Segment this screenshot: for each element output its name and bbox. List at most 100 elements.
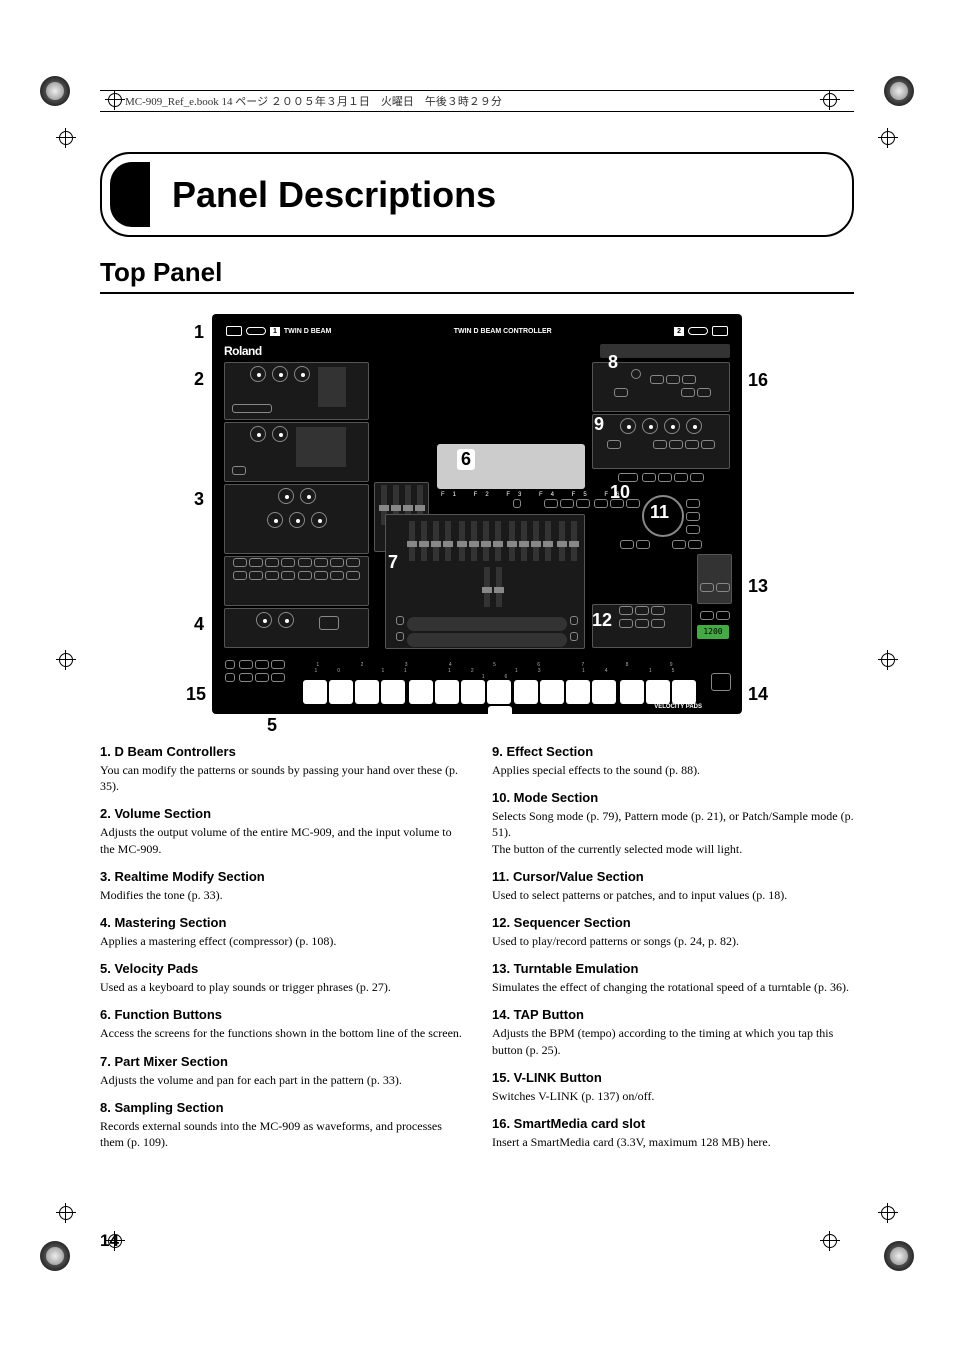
callout-13: 13 bbox=[748, 576, 768, 597]
item-title: 8. Sampling Section bbox=[100, 1100, 462, 1115]
item-title: 3. Realtime Modify Section bbox=[100, 869, 462, 884]
description-item: 10. Mode SectionSelects Song mode (p. 79… bbox=[492, 790, 854, 857]
top-panel-diagram: 1 TWIN D BEAM TWIN D BEAM CONTROLLER 2 R… bbox=[212, 314, 742, 714]
item-body: Used to play/record patterns or songs (p… bbox=[492, 933, 854, 949]
mastering-section bbox=[224, 608, 369, 648]
beam-icon bbox=[226, 326, 242, 336]
tap-button bbox=[710, 672, 732, 694]
description-item: 7. Part Mixer Section Adjusts the volume … bbox=[100, 1054, 462, 1088]
effect-section bbox=[592, 414, 730, 469]
crosshair-icon bbox=[878, 128, 898, 148]
twin-d-beam-label: TWIN D BEAM CONTROLLER bbox=[454, 328, 552, 335]
crosshair-icon bbox=[878, 1203, 898, 1223]
velocity-pads-label: VELOCITY PADS bbox=[654, 704, 702, 710]
item-title: 6. Function Buttons bbox=[100, 1007, 462, 1022]
callout-9: 9 bbox=[594, 414, 604, 435]
callout-8: 8 bbox=[608, 352, 618, 373]
title-decoration bbox=[110, 162, 150, 227]
description-item: 4. Mastering Section Applies a mastering … bbox=[100, 915, 462, 949]
item-body: Records external sounds into the MC-909 … bbox=[100, 1118, 462, 1150]
brand-logo: Roland bbox=[224, 344, 262, 358]
item-body: Used to select patterns or patches, and … bbox=[492, 887, 854, 903]
callout-7: 7 bbox=[388, 552, 398, 573]
book-header: MC-909_Ref_e.book 14 ページ ２００５年３月１日 火曜日 午… bbox=[100, 90, 854, 112]
callout-5: 5 bbox=[267, 715, 277, 736]
callout-4: 4 bbox=[194, 614, 204, 635]
callout-16: 16 bbox=[748, 370, 768, 391]
crosshair-icon bbox=[878, 650, 898, 670]
item-body: Modifies the tone (p. 33). bbox=[100, 887, 462, 903]
page-number: 14 bbox=[100, 1231, 119, 1251]
tone-block bbox=[224, 556, 369, 606]
description-item: 3. Realtime Modify Section Modifies the t… bbox=[100, 869, 462, 903]
callout-1: 1 bbox=[194, 322, 204, 343]
description-item: 5. Velocity Pads Used as a keyboard to pl… bbox=[100, 961, 462, 995]
description-item: 16. SmartMedia card slot Insert a SmartMe… bbox=[492, 1116, 854, 1150]
description-columns: 1. D Beam Controllers You can modify the … bbox=[100, 744, 854, 1162]
description-item: 12. Sequencer Section Used to play/record… bbox=[492, 915, 854, 949]
page-content: MC-909_Ref_e.book 14 ページ ２００５年３月１日 火曜日 午… bbox=[100, 90, 854, 1251]
part-mixer bbox=[385, 514, 585, 649]
section-title: Top Panel bbox=[100, 257, 854, 294]
item-title: 10. Mode Section bbox=[492, 790, 854, 805]
item-body: Applies special effects to the sound (p.… bbox=[492, 762, 854, 778]
item-title: 12. Sequencer Section bbox=[492, 915, 854, 930]
registration-mark bbox=[40, 1241, 70, 1271]
left-column: 1. D Beam Controllers You can modify the … bbox=[100, 744, 462, 1162]
chapter-title-box: Panel Descriptions bbox=[100, 152, 854, 237]
callout-10: 10 bbox=[610, 482, 630, 503]
item-body: Adjusts the output volume of the entire … bbox=[100, 824, 462, 856]
turntable-emulation bbox=[697, 554, 732, 604]
item-title: 15. V-LINK Button bbox=[492, 1070, 854, 1085]
crosshair-icon bbox=[56, 650, 76, 670]
item-body: You can modify the patterns or sounds by… bbox=[100, 762, 462, 794]
description-item: 6. Function Buttons Access the screens fo… bbox=[100, 1007, 462, 1041]
callout-11: 11 bbox=[650, 502, 669, 523]
item-title: 5. Velocity Pads bbox=[100, 961, 462, 976]
callout-14: 14 bbox=[748, 684, 768, 705]
description-item: 9. Effect Section Applies special effects… bbox=[492, 744, 854, 778]
description-item: 15. V-LINK Button Switches V-LINK (p. 137… bbox=[492, 1070, 854, 1104]
item-title: 7. Part Mixer Section bbox=[100, 1054, 462, 1069]
crosshair-icon bbox=[56, 128, 76, 148]
description-item: 14. TAP Button Adjusts the BPM (tempo) ac… bbox=[492, 1007, 854, 1057]
vlink-meter-block bbox=[224, 659, 286, 685]
registration-mark bbox=[884, 76, 914, 106]
item-title: 9. Effect Section bbox=[492, 744, 854, 759]
description-item: 13. Turntable Emulation Simulates the eff… bbox=[492, 961, 854, 995]
item-body: Simulates the effect of changing the rot… bbox=[492, 979, 854, 995]
item-body: Applies a mastering effect (compressor) … bbox=[100, 933, 462, 949]
lfo-section bbox=[224, 484, 369, 554]
item-title: 13. Turntable Emulation bbox=[492, 961, 854, 976]
item-body: Adjusts the volume and pan for each part… bbox=[100, 1072, 462, 1088]
right-column: 9. Effect Section Applies special effects… bbox=[492, 744, 854, 1162]
item-body: Adjusts the BPM (tempo) according to the… bbox=[492, 1025, 854, 1057]
d-beam-bar: 1 TWIN D BEAM TWIN D BEAM CONTROLLER 2 bbox=[222, 322, 732, 340]
callout-12: 12 bbox=[592, 610, 612, 631]
crosshair-icon bbox=[56, 1203, 76, 1223]
item-title: 1. D Beam Controllers bbox=[100, 744, 462, 759]
callout-2: 2 bbox=[194, 369, 204, 390]
beam-icon bbox=[712, 326, 728, 336]
registration-mark bbox=[40, 76, 70, 106]
top-panel-diagram-wrapper: 1 TWIN D BEAM TWIN D BEAM CONTROLLER 2 R… bbox=[100, 314, 854, 719]
registration-mark bbox=[884, 1241, 914, 1271]
chapter-title: Panel Descriptions bbox=[102, 154, 852, 216]
description-item: 1. D Beam Controllers You can modify the … bbox=[100, 744, 462, 794]
item-body: Switches V-LINK (p. 137) on/off. bbox=[492, 1088, 854, 1104]
item-title: 11. Cursor/Value Section bbox=[492, 869, 854, 884]
item-title: 4. Mastering Section bbox=[100, 915, 462, 930]
callout-3: 3 bbox=[194, 489, 204, 510]
callout-6: 6 bbox=[457, 449, 475, 470]
item-body: Insert a SmartMedia card (3.3V, maximum … bbox=[492, 1134, 854, 1150]
bpm-display: 1200 bbox=[697, 610, 732, 639]
item-body: Access the screens for the functions sho… bbox=[100, 1025, 462, 1041]
filter-section bbox=[224, 422, 369, 482]
groovebox-logo bbox=[600, 344, 730, 358]
item-body: Used as a keyboard to play sounds or tri… bbox=[100, 979, 462, 995]
description-item: 2. Volume SectionAdjusts the output volu… bbox=[100, 806, 462, 856]
description-item: 8. Sampling Section Records external soun… bbox=[100, 1100, 462, 1150]
item-title: 14. TAP Button bbox=[492, 1007, 854, 1022]
item-title: 16. SmartMedia card slot bbox=[492, 1116, 854, 1131]
velocity-pads: 1 2 3 4 5 6 7 8 9 10 11 12 13 14 15 16 bbox=[297, 662, 702, 732]
